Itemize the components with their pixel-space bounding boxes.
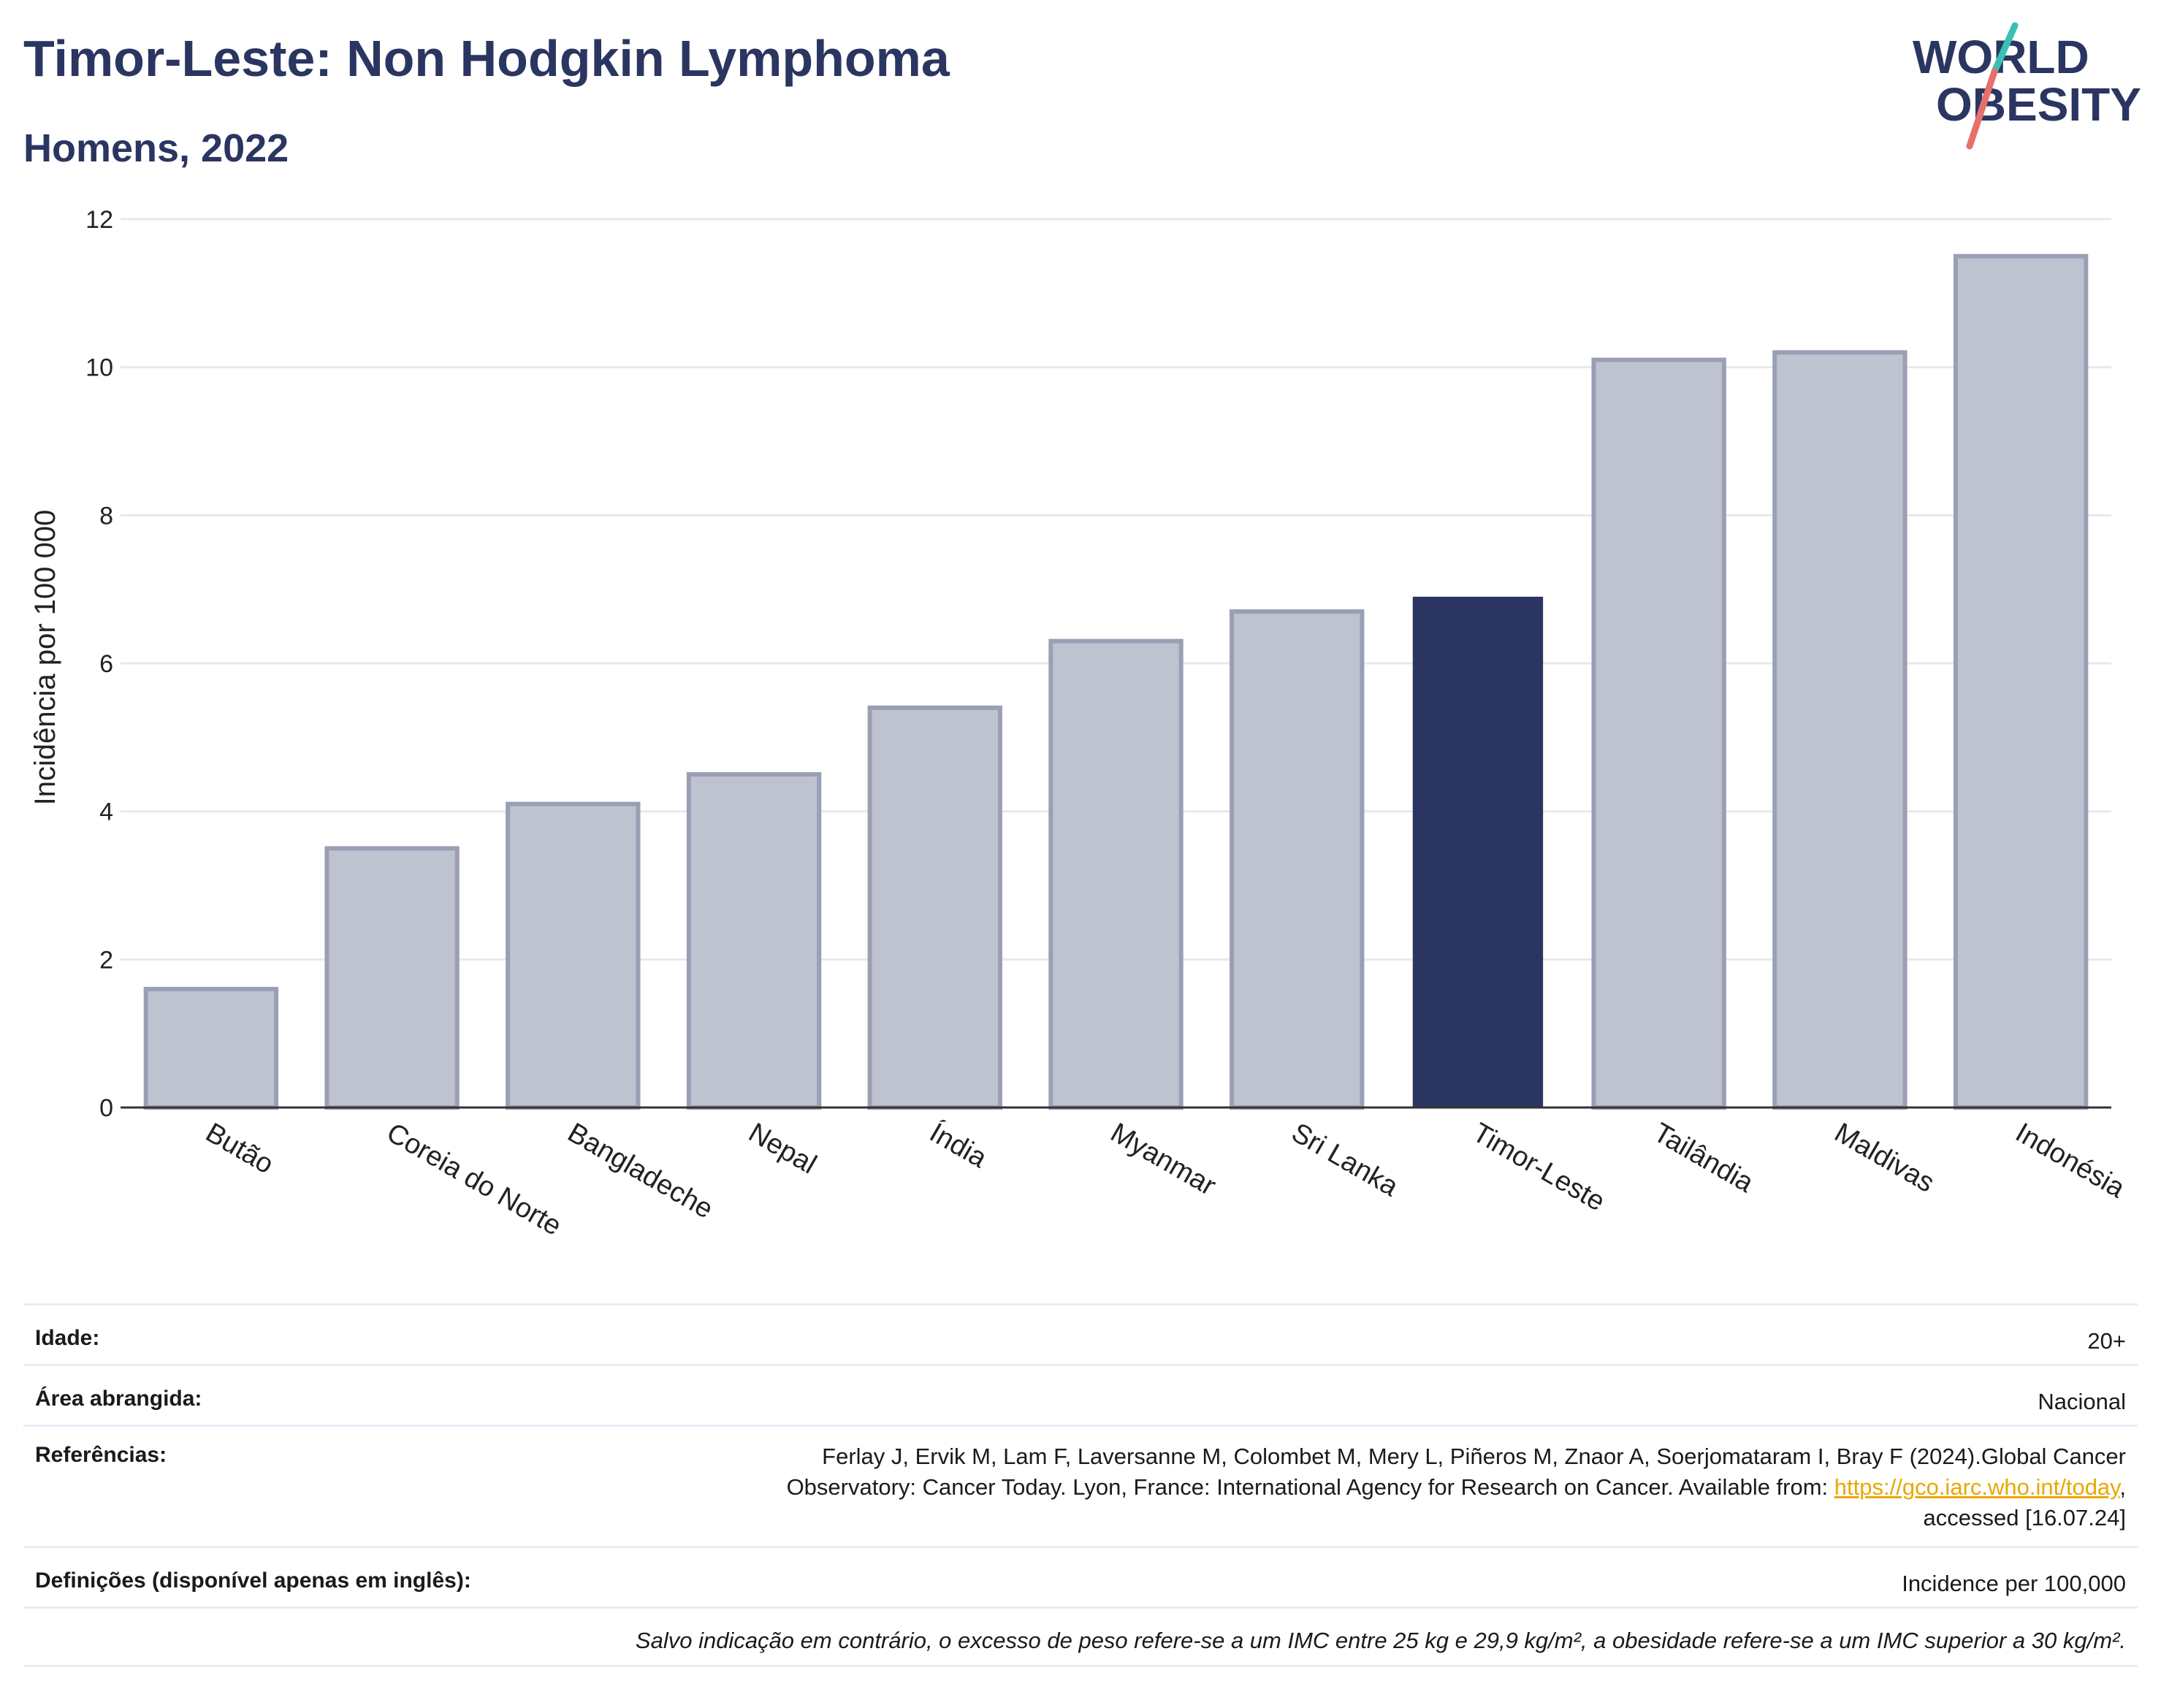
- logo-slash-teal: [1991, 22, 2019, 75]
- meta-row-references: Referências: Ferlay J, Ervik M, Lam F, L…: [23, 1425, 2138, 1546]
- age-value: 20+: [2087, 1328, 2126, 1354]
- logo-line-2: OBESITY: [1936, 78, 2141, 131]
- metadata-table: Idade: 20+ Área abrangida: Nacional Refe…: [23, 1303, 2138, 1667]
- world-obesity-logo: WORLD OBESITY: [1913, 22, 2141, 150]
- x-tick-label: Maldivas: [1829, 1117, 1940, 1198]
- bar-indon-sia: [1953, 253, 2089, 1110]
- x-tick-label: Butão: [200, 1117, 278, 1180]
- bar-coreia-do-norte: [324, 846, 460, 1110]
- logo-slash-red: [1966, 68, 1998, 150]
- y-tick-label: 6: [99, 650, 113, 678]
- x-tick-label: Coreia do Norte: [381, 1117, 566, 1241]
- references-label: Referências:: [35, 1443, 167, 1467]
- meta-row-definitions: Definições (disponível apenas em inglês)…: [23, 1546, 2138, 1606]
- bmi-note: Salvo indicação em contrário, o excesso …: [635, 1628, 2126, 1653]
- y-tick-label: 8: [99, 502, 113, 530]
- references-line-3: accessed [16.07.24]: [1923, 1505, 2126, 1530]
- y-axis-label: Incidência por 100 000: [29, 510, 61, 806]
- bar-nepal: [686, 772, 822, 1110]
- bar-chart: 0 2 4 6 8 10 12 Butão Coreia do NorteBangladech…: [29, 206, 2130, 1242]
- page-subtitle: Homens, 2022: [23, 126, 289, 170]
- x-tick-label: Tailândia: [1648, 1117, 1759, 1199]
- bar-bangladeche: [506, 801, 641, 1110]
- y-tick-label: 2: [99, 946, 113, 974]
- bar-timor-leste: [1412, 596, 1544, 1107]
- references-link[interactable]: https://gco.iarc.who.int/today: [1834, 1474, 2120, 1500]
- references-line-2: Observatory: Cancer Today. Lyon, France:…: [787, 1472, 2126, 1503]
- references-value: Ferlay J, Ervik M, Lam F, Laversanne M, …: [787, 1441, 2126, 1533]
- references-line-2-end: ,: [2119, 1474, 2126, 1500]
- x-tick-label: Nepal: [744, 1117, 822, 1180]
- x-tick-label: Myanmar: [1105, 1117, 1221, 1202]
- definitions-value: Incidence per 100,000: [1902, 1571, 2126, 1596]
- page-title: Timor-Leste: Non Hodgkin Lymphoma: [23, 30, 950, 87]
- y-tick-label: 4: [99, 798, 113, 826]
- bar-sri-lanka: [1230, 609, 1365, 1110]
- bars: [143, 253, 2089, 1110]
- bar-tail-ndia: [1591, 357, 1726, 1110]
- meta-row-note: Salvo indicação em contrário, o excesso …: [23, 1606, 2138, 1667]
- x-tick-label: Bangladeche: [563, 1117, 718, 1224]
- x-tick-label: Índia: [924, 1117, 993, 1175]
- age-label: Idade:: [35, 1326, 100, 1350]
- definitions-label: Definições (disponível apenas em inglês)…: [35, 1568, 471, 1593]
- bar-myanmar: [1048, 638, 1184, 1110]
- area-label: Área abrangida:: [35, 1387, 202, 1411]
- y-tick-label: 0: [99, 1094, 113, 1122]
- meta-row-area: Área abrangida: Nacional: [23, 1364, 2138, 1425]
- bar-maldivas: [1772, 350, 1907, 1110]
- meta-row-age: Idade: 20+: [23, 1303, 2138, 1364]
- bar-but-o: [143, 986, 279, 1110]
- bar--ndia: [867, 705, 1002, 1110]
- references-line-2-text: Observatory: Cancer Today. Lyon, France:…: [786, 1474, 1834, 1500]
- y-tick-label: 10: [85, 354, 113, 382]
- y-tick-labels: 0 2 4 6 8 10 12: [85, 206, 113, 1122]
- references-line-1: Ferlay J, Ervik M, Lam F, Laversanne M, …: [822, 1444, 2126, 1469]
- y-tick-label: 12: [85, 206, 113, 234]
- x-tick-label: Timor-Leste: [1467, 1117, 1609, 1217]
- x-tick-label: Indonésia: [2011, 1117, 2130, 1204]
- x-tick-label: Sri Lanka: [1287, 1117, 1404, 1202]
- area-value: Nacional: [2038, 1389, 2126, 1414]
